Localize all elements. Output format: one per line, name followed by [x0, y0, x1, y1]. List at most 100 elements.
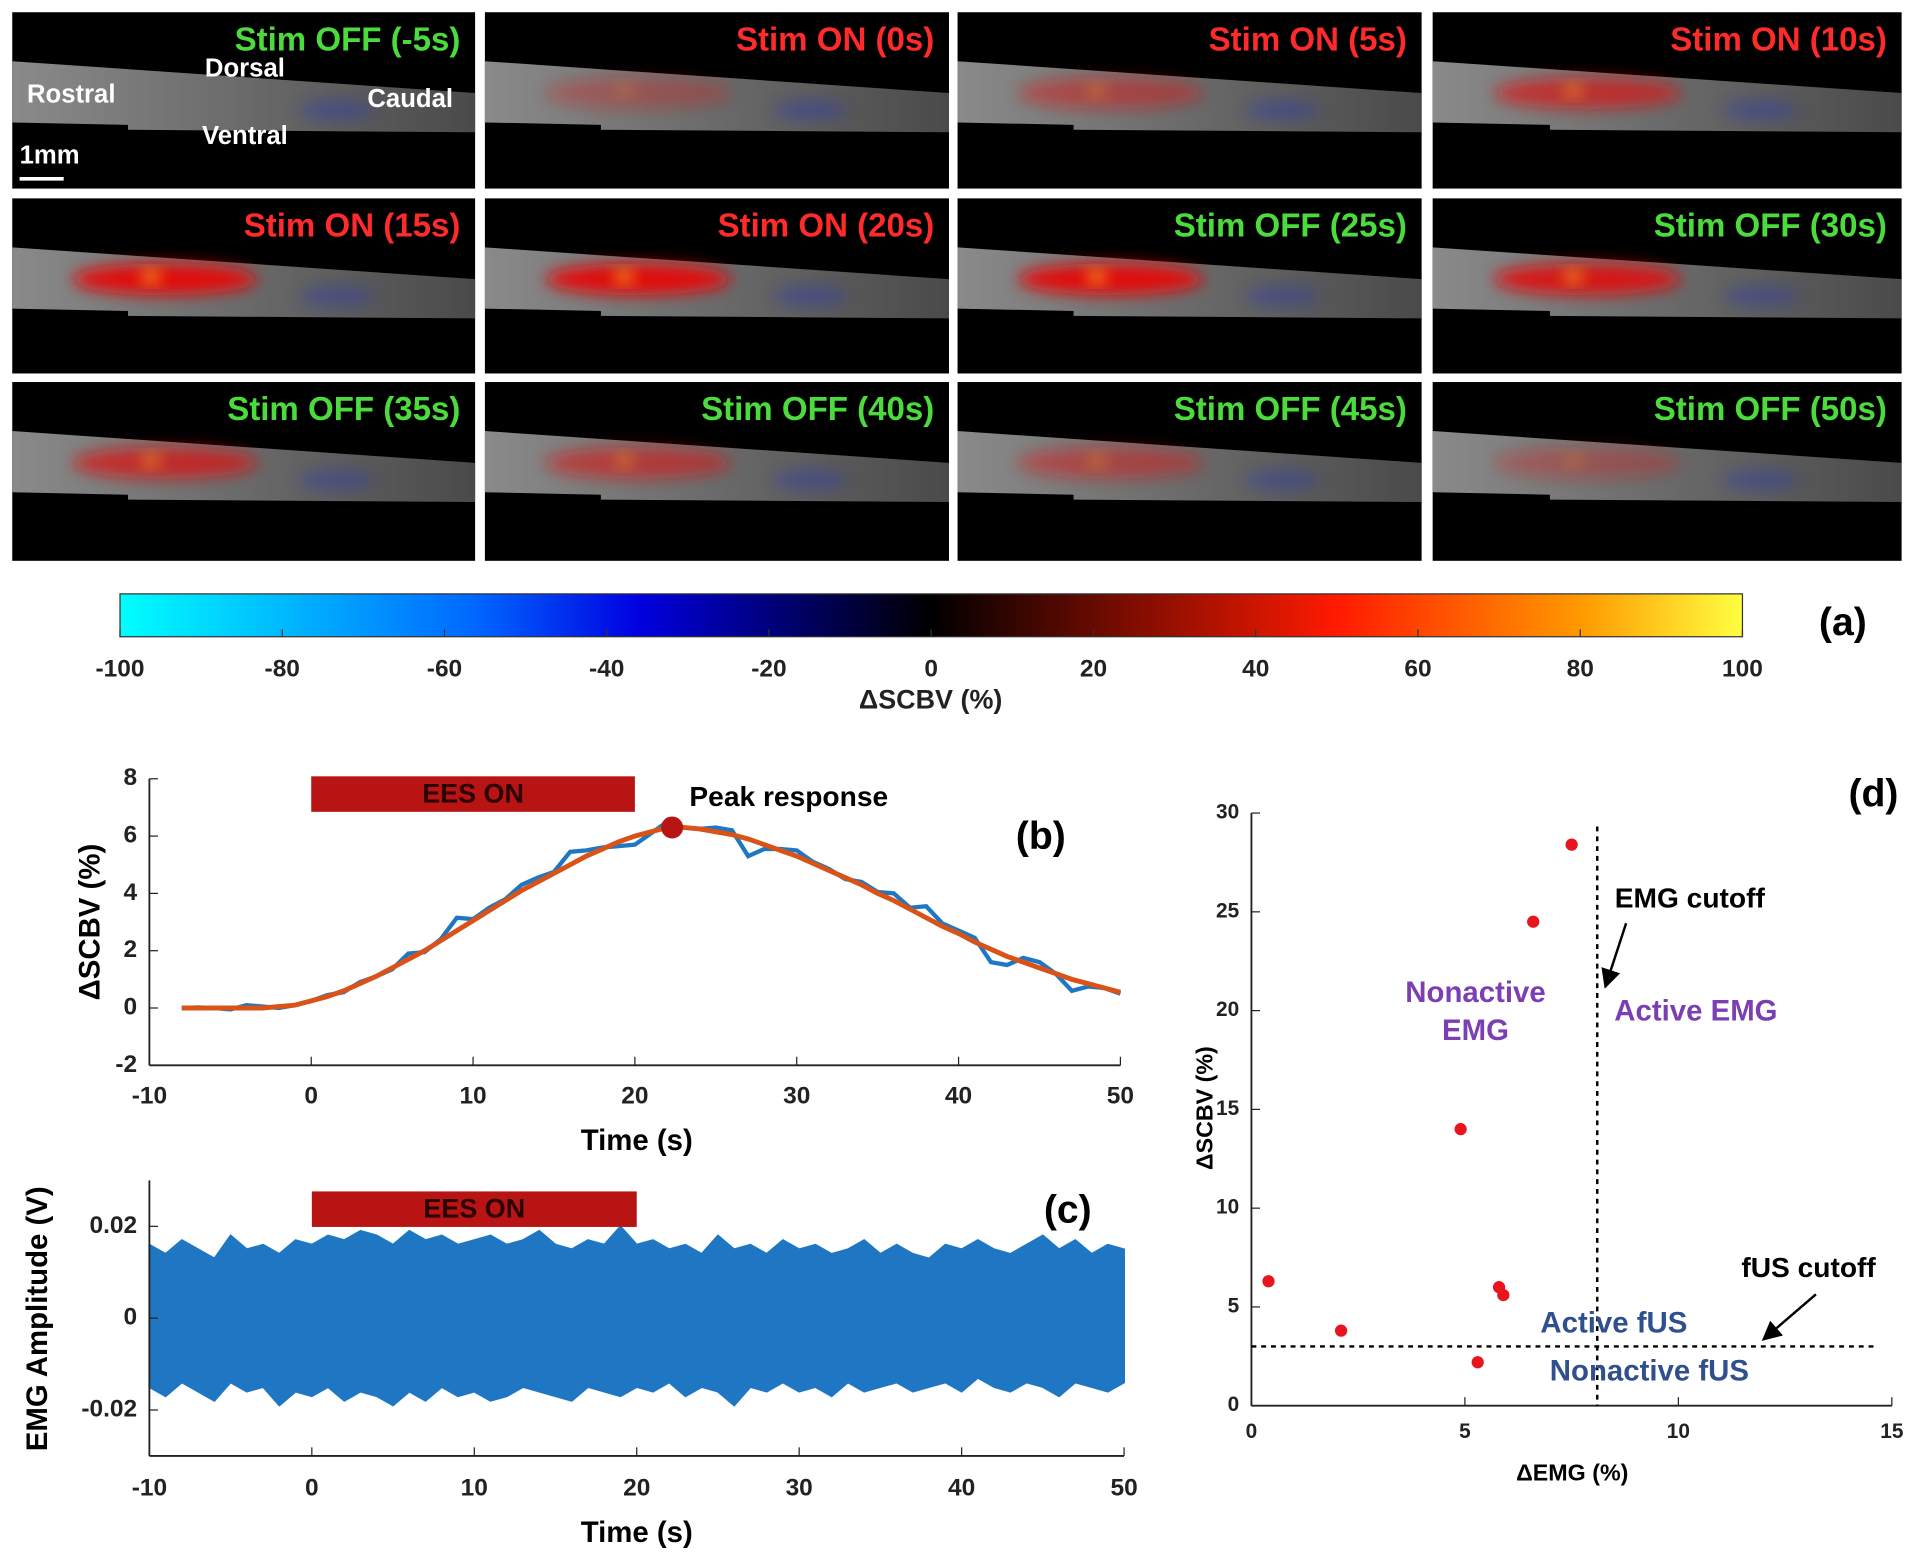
image-tile: Stim OFF (-5s): [12, 12, 476, 189]
deactivation: [299, 100, 373, 121]
image-tile: Stim OFF (30s): [1432, 198, 1902, 374]
tile-label: Stim OFF (45s): [1174, 391, 1407, 428]
x-tick-label: 15: [1880, 1420, 1903, 1443]
activation-core: [1563, 84, 1584, 97]
stim-bar-label: EES ON: [423, 1194, 525, 1224]
x-axis-label: Time (s): [581, 1124, 693, 1157]
region-label: EMG: [1442, 1014, 1509, 1047]
deactivation: [773, 286, 847, 307]
cutoff-label: fUS cutoff: [1741, 1252, 1876, 1283]
x-axis-label: Time (s): [581, 1516, 693, 1549]
y-tick-label: -2: [115, 1051, 137, 1078]
activation: [545, 263, 731, 296]
x-tick-label: -10: [132, 1474, 167, 1501]
orientation-label: Caudal: [367, 85, 453, 113]
y-axis-label: EMG Amplitude (V): [21, 1186, 54, 1451]
x-tick-label: 50: [1107, 1083, 1134, 1110]
x-tick-label: 10: [459, 1083, 486, 1110]
y-axis-label: ΔSCBV (%): [1191, 1046, 1217, 1170]
arrow: [1761, 1293, 1817, 1341]
y-tick-label: 30: [1216, 801, 1239, 824]
colorbar-tick-label: 100: [1722, 655, 1763, 682]
activation-core: [1086, 270, 1107, 283]
y-tick-label: 0: [124, 993, 138, 1020]
deactivation: [773, 100, 847, 121]
y-tick-label: 15: [1216, 1097, 1239, 1120]
panel-label: (c): [1044, 1189, 1092, 1232]
scatter-point: [1454, 1123, 1467, 1136]
panel-label: (d): [1848, 772, 1898, 815]
colorbar-tick-label: 60: [1404, 655, 1431, 682]
colorbar-tick-label: 0: [924, 655, 938, 682]
tile-label: Stim ON (5s): [1209, 21, 1407, 58]
tile-label: Stim OFF (30s): [1654, 207, 1887, 244]
tile-label: Stim ON (20s): [718, 207, 935, 244]
deactivation: [1724, 286, 1798, 307]
y-tick-label: 8: [124, 764, 138, 791]
activation-core: [1086, 84, 1107, 97]
stim-bar: [311, 1191, 637, 1227]
scatter-point: [1527, 915, 1540, 928]
activation: [1493, 263, 1682, 296]
deactivation: [299, 470, 373, 490]
x-tick-label: 0: [1246, 1420, 1258, 1443]
stim-bar: [311, 776, 635, 812]
activation-core: [1086, 454, 1107, 467]
activation-core: [1563, 270, 1584, 283]
activation: [545, 446, 731, 479]
x-tick-label: 30: [783, 1083, 810, 1110]
data-line: [181, 819, 1122, 1012]
image-tile: Stim ON (0s): [484, 12, 949, 189]
image-tile: Stim OFF (35s): [12, 382, 476, 561]
region-label: Nonactive: [1405, 976, 1545, 1009]
image-tile: Stim ON (10s): [1432, 12, 1902, 189]
x-tick-label: 5: [1459, 1420, 1471, 1443]
activation: [545, 77, 731, 109]
image-tile: Stim ON (15s): [12, 198, 476, 374]
activation: [72, 263, 258, 296]
x-tick-label: 10: [461, 1474, 488, 1501]
region-label: Nonactive fUS: [1550, 1354, 1749, 1387]
scatter-point: [1565, 838, 1578, 851]
y-tick-label: 5: [1228, 1294, 1240, 1317]
tile-label: Stim OFF (35s): [227, 391, 460, 428]
x-tick-label: -10: [132, 1083, 167, 1110]
deactivation: [1724, 470, 1798, 490]
x-axis-label: ΔEMG (%): [1516, 1459, 1628, 1485]
region-label: Active EMG: [1614, 994, 1777, 1027]
activation: [1017, 263, 1204, 296]
y-tick-label: 0: [1228, 1393, 1240, 1416]
deactivation: [1245, 470, 1320, 490]
colorbar-tick-label: -80: [265, 655, 300, 682]
deactivation: [1245, 100, 1320, 121]
scatter-point: [1471, 1356, 1484, 1369]
image-tile: Stim ON (5s): [957, 12, 1422, 189]
y-tick-label: -0.02: [81, 1395, 137, 1422]
tile-label: Stim ON (15s): [244, 207, 461, 244]
colorbar-label: ΔSCBV (%): [859, 685, 1003, 715]
y-tick-label: 0.02: [90, 1212, 138, 1239]
activation: [72, 446, 258, 479]
data-line: [181, 825, 1122, 1011]
scatter-point: [1334, 1324, 1348, 1337]
figure-body: Stim OFF (-5s) Stim ON (0s) Stim ON (5s) St…: [12, 12, 1903, 1549]
tile-label: Stim OFF (40s): [701, 391, 934, 428]
image-tile: Stim ON (20s): [484, 198, 949, 374]
peak-label: Peak response: [689, 781, 888, 812]
activation-core: [1563, 454, 1584, 467]
colorbar-tick-label: -60: [427, 655, 462, 682]
activation-core: [614, 454, 634, 467]
orientation-label: Ventral: [202, 122, 288, 150]
stim-bar-label: EES ON: [422, 778, 524, 808]
colorbar-tick-label: -20: [751, 655, 786, 682]
activation: [1493, 446, 1682, 479]
activation-core: [141, 454, 161, 467]
y-tick-label: 6: [124, 822, 138, 849]
tile-label: Stim OFF (-5s): [235, 21, 461, 58]
y-tick-label: 2: [124, 936, 138, 963]
region-label: Active fUS: [1540, 1307, 1687, 1340]
panel-label: (b): [1016, 815, 1066, 858]
x-tick-label: 40: [948, 1474, 975, 1501]
